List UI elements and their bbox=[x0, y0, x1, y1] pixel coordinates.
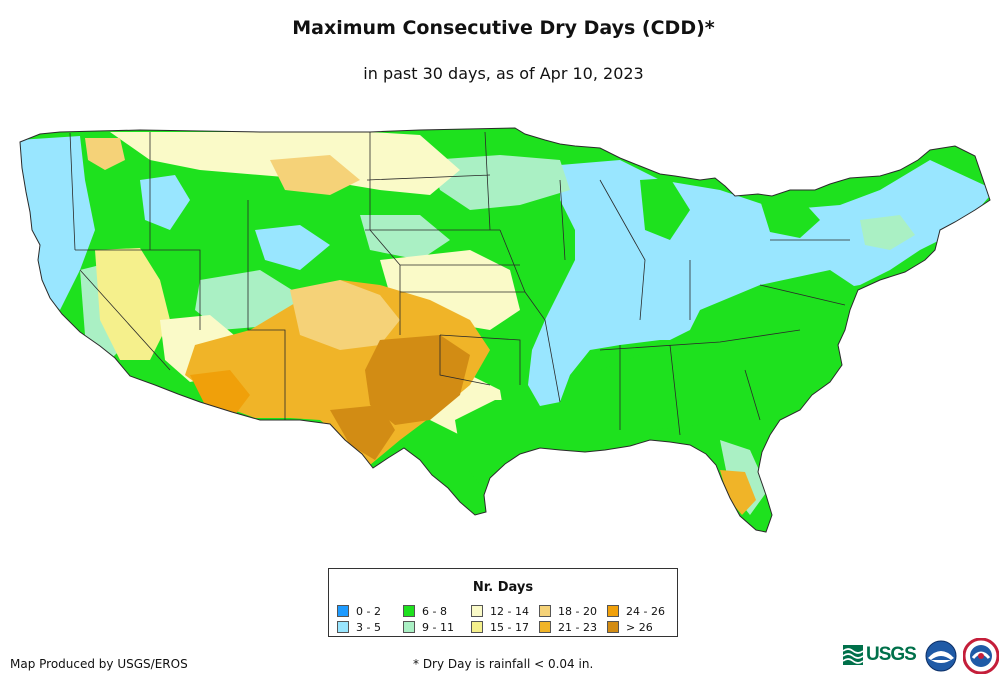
footnote-text: * Dry Day is rainfall < 0.04 in. bbox=[413, 657, 594, 671]
legend-item: > 26 bbox=[607, 619, 675, 635]
legend-label: 24 - 26 bbox=[626, 604, 665, 618]
legend-item: 24 - 26 bbox=[607, 603, 675, 619]
legend-item: 12 - 14 bbox=[471, 603, 539, 619]
legend-item: 6 - 8 bbox=[403, 603, 471, 619]
legend-item: 3 - 5 bbox=[337, 619, 403, 635]
legend-label: 9 - 11 bbox=[422, 620, 454, 634]
usgs-wave-icon bbox=[843, 645, 863, 665]
legend-swatch bbox=[337, 605, 349, 617]
legend-label: > 26 bbox=[626, 620, 653, 634]
legend-label: 6 - 8 bbox=[422, 604, 447, 618]
legend-title: Nr. Days bbox=[472, 580, 534, 595]
usgs-logo: USGS bbox=[843, 641, 919, 669]
legend-swatch bbox=[471, 621, 483, 633]
legend-label: 12 - 14 bbox=[490, 604, 529, 618]
state-boundaries bbox=[69, 131, 850, 436]
legend-swatch bbox=[607, 621, 619, 633]
cdd-map bbox=[19, 127, 991, 533]
legend-swatch bbox=[539, 605, 551, 617]
credit-text: Map Produced by USGS/EROS bbox=[10, 657, 188, 671]
legend-item: 21 - 23 bbox=[539, 619, 607, 635]
legend-swatch bbox=[403, 621, 415, 633]
noaa-logo bbox=[925, 640, 957, 672]
legend-swatch bbox=[403, 605, 415, 617]
legend-label: 15 - 17 bbox=[490, 620, 529, 634]
legend-item: 15 - 17 bbox=[471, 619, 539, 635]
legend-grid: 0 - 2 6 - 8 12 - 14 18 - 20 24 - 26 3 - 5 9 - … bbox=[337, 603, 675, 635]
legend-swatch bbox=[337, 621, 349, 633]
legend-item: 9 - 11 bbox=[403, 619, 471, 635]
map-subtitle: in past 30 days, as of Apr 10, 2023 bbox=[363, 64, 644, 83]
legend-label: 3 - 5 bbox=[356, 620, 381, 634]
nws-logo bbox=[963, 638, 999, 674]
legend-item: 0 - 2 bbox=[337, 603, 403, 619]
legend-label: 21 - 23 bbox=[558, 620, 597, 634]
legend-item: 18 - 20 bbox=[539, 603, 607, 619]
usgs-logo-text: USGS bbox=[866, 644, 917, 665]
map-title: Maximum Consecutive Dry Days (CDD)* bbox=[292, 17, 715, 39]
legend-label: 0 - 2 bbox=[356, 604, 381, 618]
legend-swatch bbox=[471, 605, 483, 617]
legend-swatch bbox=[607, 605, 619, 617]
legend-label: 18 - 20 bbox=[558, 604, 597, 618]
legend-swatch bbox=[539, 621, 551, 633]
map-legend: Nr. Days 0 - 2 6 - 8 12 - 14 18 - 20 24 - 26… bbox=[328, 568, 678, 637]
